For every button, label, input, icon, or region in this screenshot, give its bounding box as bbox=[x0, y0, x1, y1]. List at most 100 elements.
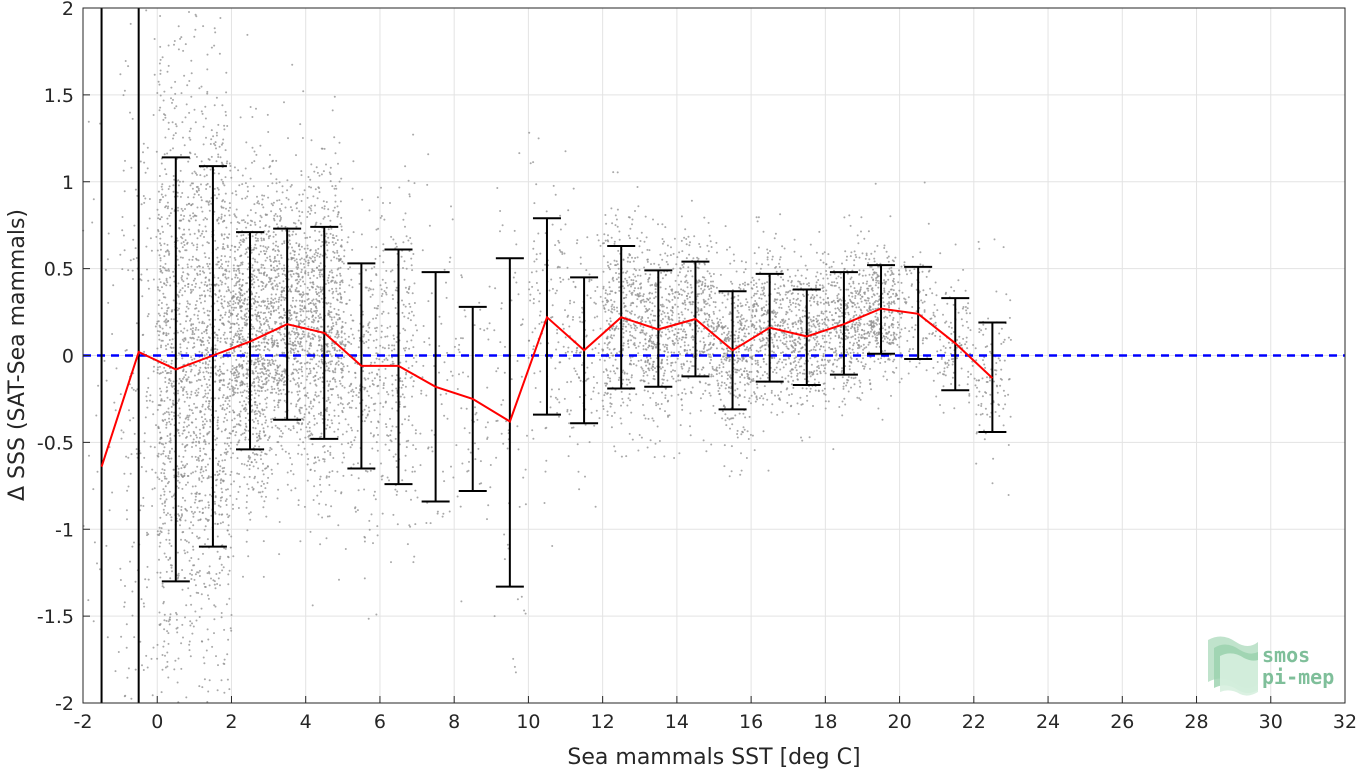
scatter-point bbox=[375, 357, 378, 360]
scatter-point bbox=[386, 359, 389, 361]
scatter-point bbox=[157, 304, 160, 306]
scatter-point bbox=[236, 248, 239, 251]
scatter-point bbox=[169, 284, 172, 287]
scatter-point bbox=[221, 383, 224, 386]
scatter-point bbox=[330, 269, 333, 272]
scatter-point bbox=[159, 571, 162, 574]
scatter-point bbox=[310, 407, 313, 410]
scatter-point bbox=[152, 114, 155, 116]
scatter-point bbox=[350, 314, 352, 317]
scatter-point bbox=[256, 268, 259, 271]
scatter-point bbox=[281, 448, 284, 451]
scatter-point bbox=[278, 262, 281, 265]
scatter-point bbox=[248, 512, 251, 515]
scatter-point bbox=[221, 180, 224, 183]
scatter-point bbox=[382, 249, 385, 252]
scatter-point bbox=[213, 583, 216, 586]
scatter-point bbox=[171, 101, 173, 104]
scatter-point bbox=[186, 84, 189, 87]
scatter-point bbox=[271, 248, 274, 251]
scatter-point bbox=[146, 586, 148, 589]
scatter-point bbox=[199, 273, 202, 276]
scatter-point bbox=[159, 314, 161, 317]
scatter-point bbox=[326, 424, 329, 427]
scatter-point bbox=[207, 242, 210, 245]
scatter-point bbox=[204, 117, 207, 120]
scatter-point bbox=[308, 367, 311, 370]
scatter-point bbox=[151, 468, 154, 471]
scatter-point bbox=[289, 350, 292, 353]
scatter-point bbox=[177, 513, 180, 516]
scatter-point bbox=[442, 512, 445, 515]
scatter-point bbox=[258, 445, 261, 448]
scatter-point bbox=[325, 241, 328, 244]
scatter-point bbox=[91, 221, 94, 224]
scatter-point bbox=[238, 299, 241, 302]
scatter-point bbox=[283, 341, 286, 344]
scatter-point bbox=[207, 158, 210, 160]
scatter-point bbox=[270, 210, 273, 213]
scatter-point bbox=[216, 187, 219, 189]
scatter-point bbox=[196, 237, 199, 240]
scatter-point bbox=[177, 473, 180, 475]
scatter-point bbox=[276, 342, 279, 345]
scatter-point bbox=[164, 455, 167, 458]
scatter-point bbox=[161, 654, 164, 656]
scatter-point bbox=[156, 286, 159, 289]
scatter-point bbox=[348, 299, 351, 302]
scatter-point bbox=[253, 274, 256, 277]
scatter-point bbox=[267, 230, 270, 233]
scatter-point bbox=[263, 274, 266, 276]
scatter-point bbox=[178, 307, 180, 310]
scatter-point bbox=[133, 432, 136, 435]
scatter-point bbox=[262, 540, 265, 543]
scatter-point bbox=[149, 237, 152, 240]
scatter-point bbox=[281, 267, 283, 270]
scatter-point bbox=[327, 350, 330, 353]
scatter-point bbox=[271, 182, 274, 185]
scatter-point bbox=[500, 432, 503, 435]
scatter-point bbox=[266, 348, 269, 351]
scatter-point bbox=[265, 329, 268, 332]
scatter-point bbox=[186, 463, 189, 465]
scatter-point bbox=[124, 349, 127, 352]
scatter-point bbox=[270, 313, 273, 316]
scatter-point bbox=[401, 479, 404, 482]
scatter-point bbox=[226, 369, 229, 372]
scatter-point bbox=[147, 377, 150, 380]
scatter-point bbox=[160, 527, 163, 530]
scatter-point bbox=[234, 214, 237, 217]
scatter-point bbox=[407, 317, 410, 320]
scatter-point bbox=[165, 318, 168, 321]
scatter-point bbox=[278, 379, 281, 382]
scatter-point bbox=[293, 250, 296, 253]
scatter-point bbox=[119, 393, 122, 396]
scatter-point bbox=[367, 339, 370, 341]
scatter-point bbox=[451, 374, 454, 377]
scatter-point bbox=[172, 137, 174, 140]
scatter-point bbox=[161, 271, 164, 274]
scatter-point bbox=[290, 317, 293, 320]
scatter-point bbox=[166, 665, 169, 668]
scatter-point bbox=[413, 182, 416, 185]
scatter-point bbox=[177, 467, 180, 470]
scatter-point bbox=[284, 425, 287, 428]
scatter-point bbox=[224, 273, 227, 276]
scatter-point bbox=[263, 304, 266, 307]
scatter-point bbox=[202, 371, 205, 374]
scatter-point bbox=[277, 305, 280, 308]
scatter-point bbox=[330, 227, 333, 230]
scatter-point bbox=[326, 342, 329, 345]
scatter-point bbox=[241, 278, 244, 281]
scatter-point bbox=[277, 300, 280, 303]
scatter-point bbox=[268, 361, 271, 364]
scatter-point bbox=[189, 624, 192, 627]
scatter-point bbox=[202, 218, 205, 221]
scatter-point bbox=[266, 359, 269, 361]
scatter-point bbox=[520, 375, 523, 378]
scatter-point bbox=[239, 350, 242, 352]
scatter-point bbox=[367, 289, 370, 292]
scatter-point bbox=[252, 363, 255, 366]
scatter-point bbox=[267, 131, 270, 133]
scatter-point bbox=[391, 269, 394, 272]
